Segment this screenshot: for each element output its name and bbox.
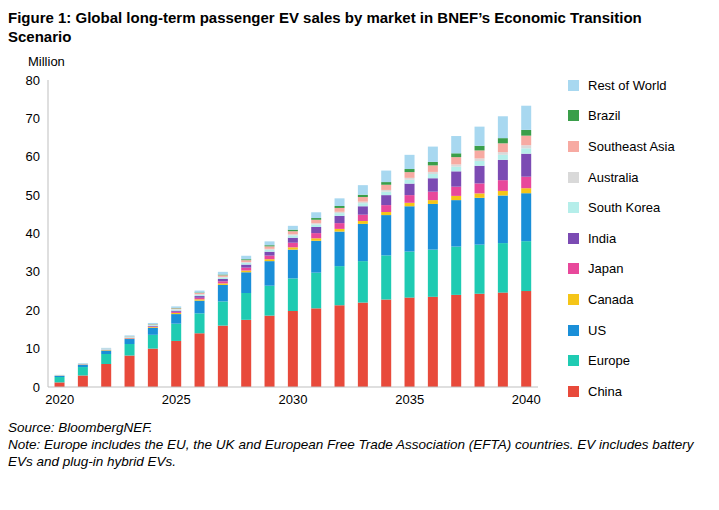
html-text:Source: BloombergNEF.: Source: BloombergNEF.	[8, 420, 153, 435]
html-text:Southeast Asia: Southeast Asia	[588, 139, 675, 154]
html-text:Canada: Canada	[588, 292, 634, 307]
html-text:Figure 1: Global long-term pas: Figure 1: Global long-term passenger EV …	[8, 9, 642, 45]
html-text:Brazil: Brazil	[588, 108, 621, 124]
svg-text:2040: 2040	[512, 392, 541, 407]
html-text:India: India	[588, 230, 617, 246]
svg-text:80: 80	[26, 73, 40, 88]
html-text:Europe: Europe	[588, 353, 630, 369]
svg-text:10: 10	[26, 341, 40, 356]
html-text:Note: Europe includes the EU,: Note: Europe includes the EU, the UK and…	[8, 437, 694, 469]
html-text:Australia: Australia	[588, 169, 639, 185]
svg-text:30: 30	[26, 264, 40, 279]
svg-text:20: 20	[26, 303, 40, 318]
html-text:Million: Million	[28, 54, 65, 69]
svg-text:2035: 2035	[395, 392, 424, 407]
svg-text:2030: 2030	[279, 392, 308, 407]
svg-text:60: 60	[26, 149, 40, 164]
html-text:South Korea: South Korea	[588, 200, 661, 216]
html-text:Japan: Japan	[588, 261, 624, 277]
svg-text:0: 0	[33, 380, 40, 395]
svg-text:2025: 2025	[162, 392, 191, 407]
svg-text:2020: 2020	[45, 392, 74, 407]
svg-text:50: 50	[26, 188, 40, 203]
svg-text:70: 70	[26, 111, 40, 126]
html-text:China: China	[588, 383, 622, 399]
html-text:US: US	[588, 322, 607, 338]
svg-text:40: 40	[26, 226, 40, 241]
html-text:Rest of World: Rest of World	[588, 77, 667, 93]
